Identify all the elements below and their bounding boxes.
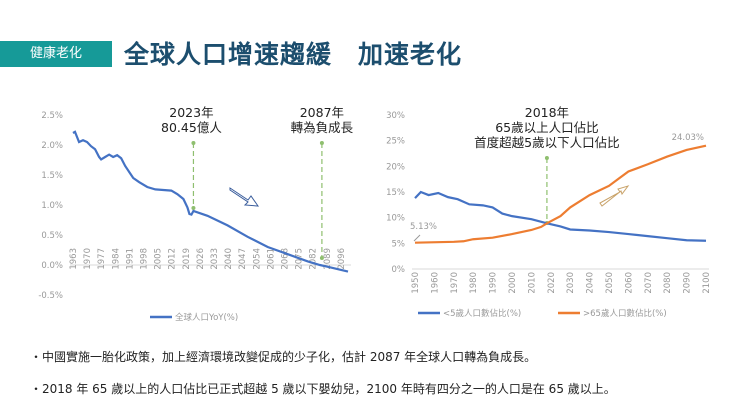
y-tick-label: 0% (392, 265, 406, 275)
annotation-text: 轉為負成長 (291, 120, 354, 135)
x-tick-label: 2080 (663, 272, 673, 294)
y-tick-label: 2.0% (41, 141, 63, 151)
x-tick-label: 2054 (252, 248, 262, 270)
x-tick-label: 2010 (527, 272, 537, 294)
y-tick-label: 20% (386, 162, 405, 172)
x-tick-label: 1998 (140, 248, 150, 270)
x-tick-label: 1963 (69, 248, 79, 270)
bullet-2: ・2018 年 65 歲以上的人口佔比已正式超越 5 歲以下嬰幼兒，2100 年… (30, 382, 616, 396)
y-tick-label: 5% (392, 239, 406, 249)
x-tick-label: 2070 (644, 272, 654, 294)
x-tick-label: 2000 (508, 272, 518, 294)
x-tick-label: 2096 (337, 248, 347, 270)
trend-arrow-icon (599, 185, 630, 207)
legend-label: <5歲人口數佔比(%) (443, 308, 521, 319)
x-tick-label: 2040 (224, 248, 234, 270)
data-label: 24.03% (672, 133, 704, 143)
y-tick-label: 15% (386, 188, 405, 198)
bullet-1: ・中國實施一胎化政策，加上經濟環境改變促成的少子化，估計 2087 年全球人口轉… (30, 350, 537, 364)
annotation-dot (191, 141, 196, 145)
x-tick-label: 2100 (702, 272, 712, 294)
x-tick-label: 2060 (624, 272, 634, 294)
series-line (414, 144, 707, 244)
annotation-text: 2023年 (169, 105, 213, 120)
x-tick-label: 2047 (238, 248, 248, 270)
legend-label: >65歲人口數佔比(%) (583, 308, 667, 319)
x-tick-label: 1950 (411, 272, 421, 294)
annotation-dot (544, 156, 549, 160)
y-tick-label: 0.5% (41, 231, 63, 241)
series-line (414, 190, 707, 242)
x-tick-label: 2012 (168, 248, 178, 270)
y-tick-label: 0.0% (41, 261, 63, 271)
x-tick-label: 2090 (683, 272, 693, 294)
x-tick-label: 2040 (586, 272, 596, 294)
x-tick-label: 2026 (196, 248, 206, 270)
annotation-text: 首度超越5歲以下人口佔比 (474, 135, 619, 150)
annotation-text: 65歲以上人口佔比 (495, 120, 598, 135)
x-tick-label: 1984 (111, 248, 121, 270)
annotation-dot (319, 256, 324, 260)
section-badge: 健康老化 (0, 41, 112, 67)
x-tick-label: 2005 (154, 248, 164, 270)
x-tick-label: 1960 (430, 272, 440, 294)
page-title: 全球人口增速趨緩 加速老化 (124, 40, 463, 69)
y-tick-label: -0.5% (38, 291, 63, 301)
x-tick-label: 2033 (210, 248, 220, 270)
x-tick-label: 2061 (266, 248, 276, 270)
annotation-dot (191, 206, 196, 210)
y-tick-label: 2.5% (41, 111, 63, 121)
x-tick-label: 1990 (489, 272, 499, 294)
y-tick-label: 10% (386, 214, 405, 224)
x-tick-label: 1970 (83, 248, 93, 270)
annotation-dot (319, 141, 324, 145)
x-tick-label: 1977 (97, 248, 107, 270)
x-tick-label: 2082 (309, 248, 319, 270)
data-label-leader (413, 234, 421, 242)
legend-label: 全球人口YoY(%) (175, 312, 238, 323)
trend-arrow-icon (229, 187, 260, 207)
chart-population-growth: 2.5% 2.0% 1.5% 1.0% 0.5% 0.0% -0.5% 1963 1970 197… (38, 105, 354, 323)
annotation-text: 2087年 (300, 105, 344, 120)
x-tick-label: 2050 (605, 272, 615, 294)
x-tick-label: 2068 (281, 248, 291, 270)
annotation-text: 2018年 (525, 105, 569, 120)
x-tick-label: 2030 (566, 272, 576, 294)
x-tick-label: 2089 (323, 248, 333, 270)
y-tick-label: 25% (386, 137, 405, 147)
data-label: 5.13% (410, 222, 437, 232)
x-tick-label: 2019 (182, 248, 192, 270)
annotation-text: 80.45億人 (161, 120, 222, 135)
chart-age-share: 30% 25% 20% 15% 10% 5% 0% 1950 1960 1970 1980 1990 2… (386, 105, 712, 319)
y-tick-label: 1.5% (41, 171, 63, 181)
x-tick-label: 1970 (450, 272, 460, 294)
y-tick-label: 1.0% (41, 201, 63, 211)
x-tick-label: 1980 (469, 272, 479, 294)
x-tick-label: 1991 (125, 248, 135, 270)
x-tick-label: 2020 (547, 272, 557, 294)
y-tick-label: 30% (386, 111, 405, 121)
